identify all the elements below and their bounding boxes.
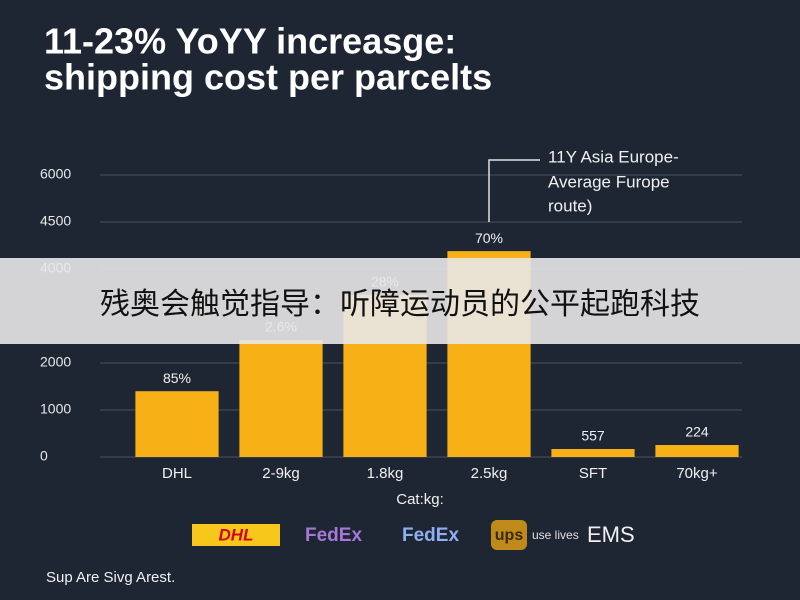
footer: Sup Are Sivg Arest. (46, 569, 175, 586)
x-tick-label: 1.8kg (367, 465, 404, 482)
callout-line (488, 159, 540, 222)
y-tick-label: 1000 (40, 401, 71, 417)
callout: Average Furope (548, 172, 670, 191)
y-tick-label: 2000 (40, 354, 71, 370)
y-tick-label: 4500 (40, 213, 71, 229)
y-tick-label: 0 (40, 448, 48, 464)
x-axis-label: Cat:kg: (396, 491, 444, 508)
bar-annotation: 70% (475, 230, 503, 246)
callout: 11Y Asia Europe- (548, 147, 679, 166)
logo-bg (192, 524, 280, 546)
logo: FedEx (402, 525, 459, 546)
bar-annotation: 85% (163, 370, 191, 386)
callout: route) (548, 196, 592, 215)
logo: DHL (219, 525, 254, 544)
logo: EMS (587, 522, 635, 547)
banner: 残奥会触觉指导：听障运动员的公平起跑科技 (0, 258, 800, 344)
bar (135, 391, 219, 457)
bar (239, 339, 323, 457)
logo: use lives (532, 528, 579, 542)
bar (551, 449, 635, 457)
logos: DHL FedEx FedEx ups use lives EMS (192, 520, 635, 550)
logo: ups (495, 527, 524, 544)
logo-bg (491, 520, 527, 550)
logo: FedEx (305, 525, 362, 546)
x-tick-label: SFT (579, 465, 607, 482)
x-tick-label: 70kg+ (676, 465, 718, 482)
chart-title: shipping cost per parcelts (44, 57, 492, 98)
x-tick-label: DHL (162, 465, 192, 482)
chart-title: 11-23% YoYY increasge: (44, 21, 456, 62)
bar (655, 445, 739, 457)
x-tick-label: 2-9kg (262, 465, 300, 482)
y-tick-label: 6000 (40, 166, 71, 182)
bar-annotation: 224 (685, 424, 709, 440)
x-tick-label: 2.5kg (471, 465, 508, 482)
bar-annotation: 557 (581, 428, 605, 444)
